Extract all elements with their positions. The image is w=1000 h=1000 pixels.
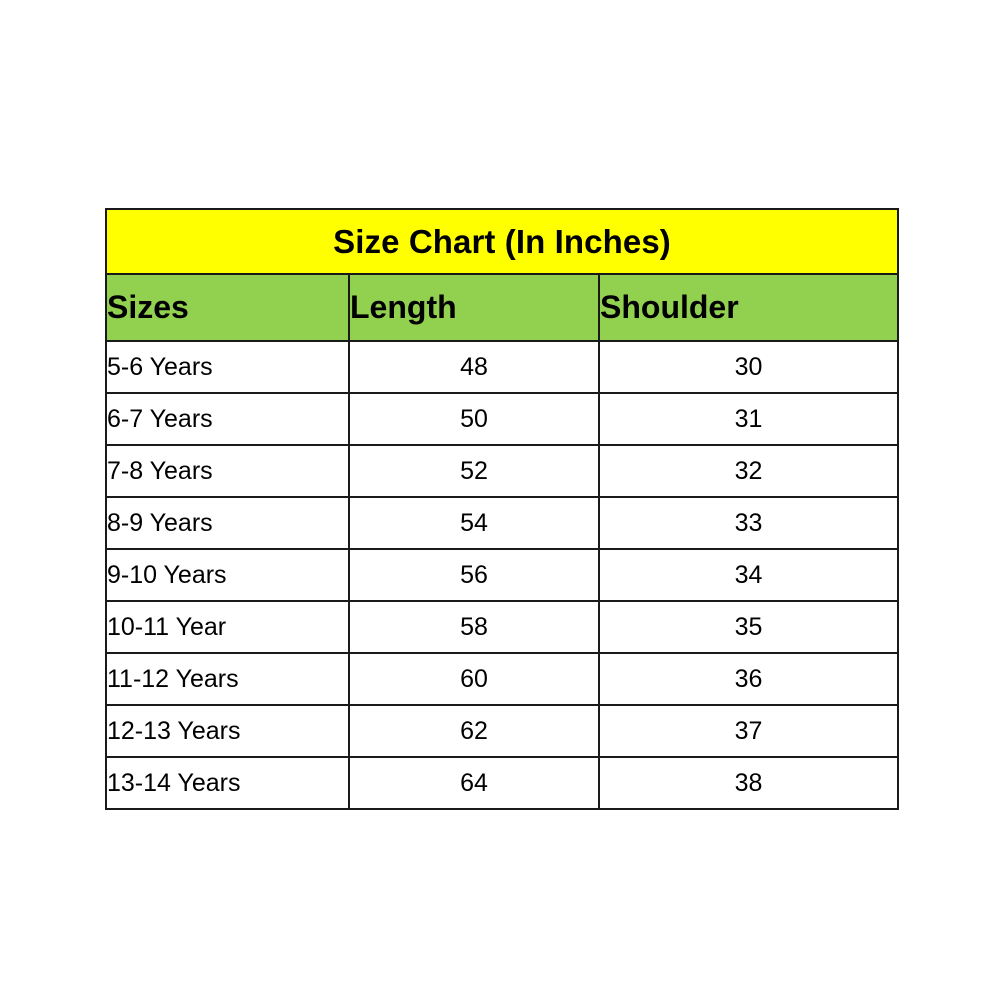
cell-shoulder: 31 — [597, 392, 900, 446]
table-row: 8-9 Years 54 33 — [105, 496, 900, 550]
table-row: 6-7 Years 50 31 — [105, 392, 900, 446]
cell-length: 58 — [348, 600, 600, 654]
cell-shoulder: 37 — [597, 704, 900, 758]
cell-length: 52 — [348, 444, 600, 498]
table-row: 11-12 Years 60 36 — [105, 652, 900, 706]
cell-size: 11-12 Years — [105, 652, 350, 706]
cell-size: 12-13 Years — [105, 704, 350, 758]
cell-length: 54 — [348, 496, 600, 550]
table-row: 7-8 Years 52 32 — [105, 444, 900, 498]
column-header-shoulder: Shoulder — [597, 273, 900, 342]
header-row: Sizes Length Shoulder — [105, 273, 900, 342]
cell-size: 13-14 Years — [105, 756, 350, 810]
cell-length: 50 — [348, 392, 600, 446]
cell-shoulder: 34 — [597, 548, 900, 602]
column-header-sizes: Sizes — [105, 273, 350, 342]
table-row: 9-10 Years 56 34 — [105, 548, 900, 602]
cell-size: 8-9 Years — [105, 496, 350, 550]
size-chart-table: Size Chart (In Inches) Sizes Length Shou… — [104, 208, 900, 810]
cell-length: 48 — [348, 340, 600, 394]
title-row: Size Chart (In Inches) — [104, 208, 900, 275]
cell-shoulder: 38 — [597, 756, 900, 810]
table-row: 10-11 Year 58 35 — [105, 600, 900, 654]
cell-length: 62 — [348, 704, 600, 758]
cell-size: 5-6 Years — [105, 340, 350, 394]
cell-length: 56 — [348, 548, 600, 602]
cell-size: 9-10 Years — [105, 548, 350, 602]
cell-shoulder: 35 — [597, 600, 900, 654]
cell-shoulder: 32 — [597, 444, 900, 498]
cell-shoulder: 30 — [597, 340, 900, 394]
cell-size: 7-8 Years — [105, 444, 350, 498]
table-row: 13-14 Years 64 38 — [105, 756, 900, 810]
chart-title: Size Chart (In Inches) — [104, 208, 900, 275]
column-header-length: Length — [348, 273, 600, 342]
cell-length: 60 — [348, 652, 600, 706]
cell-shoulder: 33 — [597, 496, 900, 550]
cell-shoulder: 36 — [597, 652, 900, 706]
cell-size: 6-7 Years — [105, 392, 350, 446]
table-row: 5-6 Years 48 30 — [105, 340, 900, 394]
cell-length: 64 — [348, 756, 600, 810]
table-row: 12-13 Years 62 37 — [105, 704, 900, 758]
cell-size: 10-11 Year — [105, 600, 350, 654]
